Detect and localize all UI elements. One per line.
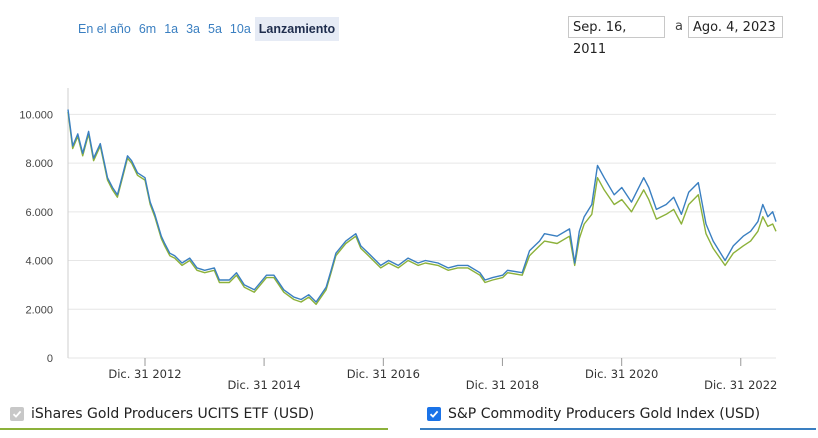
checkbox-etf[interactable] [10, 407, 24, 421]
date-to-input[interactable]: Ago. 4, 2023 [688, 16, 783, 38]
line-chart: 0 2.000 4.000 6.000 8.000 10.000 Dic. 31 2012… [19, 88, 777, 392]
range-3y-button[interactable]: 3a [186, 22, 201, 36]
y-tick-label: 8.000 [25, 158, 53, 170]
date-from-input[interactable]: Sep. 16, 2011 [568, 16, 665, 57]
legend-label-index: S&P Commodity Producers Gold Index (USD) [448, 406, 761, 422]
range-5y-button[interactable]: 5a [208, 22, 222, 36]
y-tick-label: 4.000 [25, 256, 53, 268]
range-ytd-button[interactable]: En el año [78, 22, 131, 36]
legend-item-etf[interactable]: iShares Gold Producers UCITS ETF (USD) [0, 400, 388, 432]
series-lines [67, 109, 777, 306]
x-tick-label: Dic. 31 2014 [227, 378, 300, 392]
range-1y-button[interactable]: 1a [164, 22, 179, 36]
legend-line-index [420, 428, 816, 430]
check-icon [429, 410, 439, 418]
check-icon [12, 410, 22, 418]
range-10y-button[interactable]: 10a [229, 22, 251, 36]
x-tick-label: Dic. 31 2016 [347, 367, 420, 381]
y-tick-label: 6.000 [25, 207, 53, 219]
y-tick-label: 10.000 [19, 109, 53, 121]
y-axis-ticks: 0 2.000 4.000 6.000 8.000 10.000 [19, 109, 53, 365]
legend-item-index[interactable]: S&P Commodity Producers Gold Index (USD) [420, 400, 816, 432]
series-line-etf [67, 111, 777, 306]
x-tick-label: Dic. 31 2012 [108, 367, 181, 381]
y-tick-label: 2.000 [25, 304, 53, 316]
checkbox-index[interactable] [427, 407, 441, 421]
legend-line-etf [0, 428, 388, 430]
y-tick-label: 0 [47, 353, 53, 365]
range-6m-button[interactable]: 6m [138, 22, 157, 36]
x-tick-label: Dic. 31 2018 [466, 378, 539, 392]
series-line-index [67, 109, 777, 303]
legend-label-etf: iShares Gold Producers UCITS ETF (USD) [31, 406, 315, 422]
date-separator: a [675, 19, 683, 34]
range-inception-button[interactable]: Lanzamiento [254, 17, 340, 41]
x-tick-label: Dic. 31 2022 [704, 378, 777, 392]
x-tick-label: Dic. 31 2020 [585, 367, 658, 381]
x-axis-ticks: Dic. 31 2012 Dic. 31 2014 Dic. 31 2016 Dic.… [108, 358, 777, 392]
grid-lines [67, 88, 776, 359]
range-selector: En el año 6m 1a 3a 5a 10a Lanzamiento [74, 17, 340, 41]
